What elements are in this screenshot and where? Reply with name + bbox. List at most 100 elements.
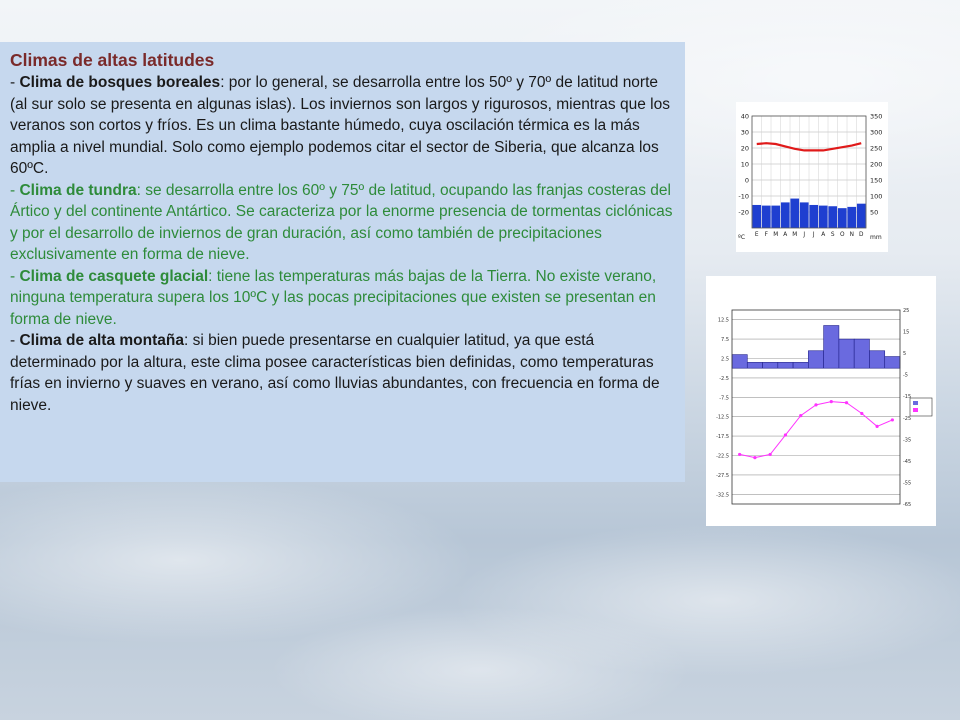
right-tick-label: -15	[903, 394, 911, 400]
precip-bar	[884, 356, 901, 369]
precip-bar	[837, 208, 847, 228]
section-body: : se desarrolla entre los 60º y 75º de l…	[10, 181, 673, 264]
right-tick-label: 150	[870, 177, 882, 185]
temperature-point	[829, 400, 833, 404]
precip-bar	[823, 325, 840, 369]
left-tick-label: -12.5	[716, 415, 729, 421]
precip-bar	[790, 198, 800, 228]
section-term: Clima de bosques boreales	[19, 74, 221, 91]
right-tick-label: 100	[870, 193, 882, 201]
month-label: J	[802, 232, 805, 238]
climate-chart-boreal: 40 30 20 10 0 -10 -20 350 300 250 200 150 100 50 E F M A M…	[736, 102, 888, 252]
legend-box	[909, 397, 933, 417]
section-alta-montana: - Clima de alta montaña: si bien puede p…	[10, 330, 676, 416]
left-axis-unit: ºC	[738, 234, 745, 241]
slide-heading: Climas de altas latitudes	[10, 50, 215, 70]
section-tundra: - Clima de tundra: se desarrolla entre l…	[10, 180, 676, 266]
precip-bar	[853, 338, 870, 369]
right-tick-label: -25	[903, 416, 911, 422]
month-label: M	[773, 232, 778, 238]
section-term: Clima de casquete glacial	[19, 267, 209, 285]
precip-bar	[799, 202, 809, 228]
legend-precip-swatch	[913, 401, 918, 405]
left-tick-label: -17.5	[716, 434, 729, 440]
precip-bar	[809, 204, 819, 228]
month-label: S	[831, 232, 835, 238]
right-tick-label: -55	[903, 480, 911, 486]
section-dash: -	[10, 74, 20, 91]
temperature-point	[738, 452, 742, 457]
right-tick-label: -45	[903, 459, 911, 465]
section-body: : por lo general, se desarrolla entre lo…	[10, 74, 670, 177]
right-tick-label: 350	[870, 113, 882, 121]
left-tick-label: 0	[745, 177, 749, 185]
text-panel: Climas de altas latitudes - Clima de bos…	[0, 42, 685, 482]
left-tick-label: -10	[738, 193, 749, 201]
precip-bar	[847, 206, 857, 228]
month-label: E	[755, 232, 759, 238]
section-term: Clima de tundra	[19, 181, 137, 199]
month-label: J	[812, 232, 815, 238]
month-label: M	[792, 232, 797, 238]
right-tick-label: 5	[903, 351, 906, 357]
precip-bar	[869, 350, 886, 369]
precip-bar	[746, 362, 763, 369]
right-tick-label: 50	[870, 209, 878, 217]
plot-frame	[751, 115, 867, 229]
right-tick-label: -65	[903, 502, 911, 508]
section-dash: -	[10, 332, 20, 349]
precip-bar	[856, 203, 866, 228]
month-label: O	[840, 232, 845, 238]
precip-bar	[731, 354, 748, 369]
precip-bar	[762, 362, 779, 369]
precip-bar	[818, 205, 828, 228]
month-label: D	[859, 232, 864, 238]
temperature-point	[783, 433, 788, 437]
right-tick-label: 25	[903, 308, 909, 314]
temperature-line	[739, 401, 893, 459]
temperature-point	[814, 403, 818, 407]
month-label: A	[783, 232, 787, 238]
left-tick-label: -27.5	[716, 473, 729, 479]
legend-temp-swatch	[913, 408, 918, 412]
left-tick-label: 20	[741, 145, 749, 153]
section-dash: -	[10, 267, 20, 285]
left-tick-label: -32.5	[716, 492, 729, 498]
temperature-point	[753, 456, 757, 460]
precip-bar	[780, 202, 790, 228]
right-tick-label: 250	[870, 145, 882, 153]
section-dash: -	[10, 181, 20, 199]
temperature-point	[860, 411, 864, 416]
left-tick-label: -7.5	[719, 395, 729, 401]
precip-bar	[828, 206, 838, 228]
left-tick-label: -22.5	[716, 454, 729, 460]
precip-bar	[777, 362, 794, 369]
right-tick-label: 300	[870, 129, 882, 137]
temperature-line	[756, 142, 862, 152]
climate-chart-montana: 12.5 7.5 2.5 -2.5 -7.5 -12.5 -17.5 -22.5 -27.5 -3…	[706, 276, 936, 526]
month-label: F	[765, 232, 768, 238]
left-tick-label: 30	[741, 129, 749, 137]
temperature-point	[890, 418, 894, 422]
precip-bar	[808, 350, 824, 369]
precip-bar	[761, 205, 771, 228]
month-label: N	[850, 232, 854, 238]
right-tick-label: 200	[870, 161, 882, 169]
temperature-point	[799, 414, 803, 418]
precip-bar	[771, 205, 781, 228]
right-axis-unit: mm	[870, 234, 882, 241]
precip-bar	[838, 338, 855, 369]
right-tick-label: 15	[903, 330, 909, 336]
section-bosques-boreales: - Clima de bosques boreales: por lo gene…	[10, 72, 676, 180]
section-casquete-glacial: - Clima de casquete glacial: tiene las t…	[10, 266, 676, 331]
precip-bar	[752, 204, 762, 228]
left-tick-label: 7.5	[721, 337, 729, 343]
left-tick-label: 10	[741, 161, 749, 169]
plot-frame	[731, 309, 901, 505]
temperature-point	[768, 452, 772, 457]
right-tick-label: -5	[903, 373, 908, 379]
climograph-svg: 12.5 7.5 2.5 -2.5 -7.5 -12.5 -17.5 -22.5 -27.5 -3…	[716, 308, 933, 508]
month-label: A	[821, 232, 825, 238]
right-tick-label: -35	[903, 437, 911, 443]
